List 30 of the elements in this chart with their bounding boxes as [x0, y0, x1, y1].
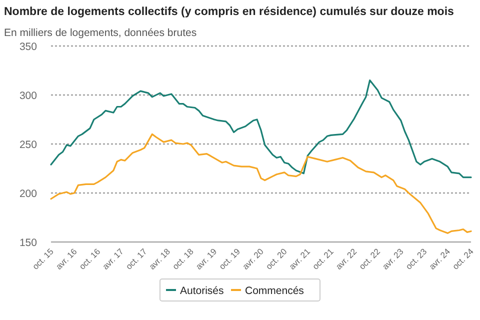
x-tick-label: avr. 24 [426, 246, 452, 272]
x-tick-label: oct. 19 [216, 246, 242, 272]
x-tick-label: avr. 19 [194, 246, 219, 272]
x-tick-label: oct. 20 [264, 246, 289, 272]
y-tick-label: 150 [19, 237, 38, 249]
x-tick-label: oct. 17 [124, 246, 149, 272]
line-series [50, 80, 472, 178]
x-tick-label: oct. 18 [170, 246, 196, 272]
x-tick-label: oct. 22 [356, 246, 382, 272]
line-series [50, 133, 472, 234]
x-tick-label: avr. 21 [286, 246, 312, 272]
y-tick-label: 350 [19, 41, 38, 53]
x-tick-label: oct. 24 [450, 246, 476, 272]
x-tick-label: avr. 23 [380, 246, 406, 272]
x-tick-label: oct. 16 [77, 246, 102, 272]
x-tick-label: avr. 18 [146, 246, 172, 272]
y-tick-label: 200 [19, 188, 38, 200]
x-tick-label: avr. 16 [54, 246, 79, 272]
x-tick-label: oct. 23 [404, 246, 429, 272]
legend-label: Autorisés [180, 285, 224, 297]
x-tick-label: avr. 17 [100, 246, 126, 272]
x-tick-label: oct. 15 [30, 246, 56, 272]
x-tick-label: avr. 20 [240, 246, 266, 272]
x-tick-label: avr. 22 [334, 246, 359, 272]
chart-title: Nombre de logements collectifs (y compris en résidence) cumulés sur douze mois [4, 6, 454, 18]
legend-label: Commencés [245, 285, 304, 297]
chart-subtitle: En milliers de logements, données brutes [4, 27, 197, 39]
y-tick-label: 300 [19, 90, 38, 102]
y-tick-label: 250 [19, 139, 38, 151]
x-tick-label: oct. 21 [310, 246, 336, 272]
